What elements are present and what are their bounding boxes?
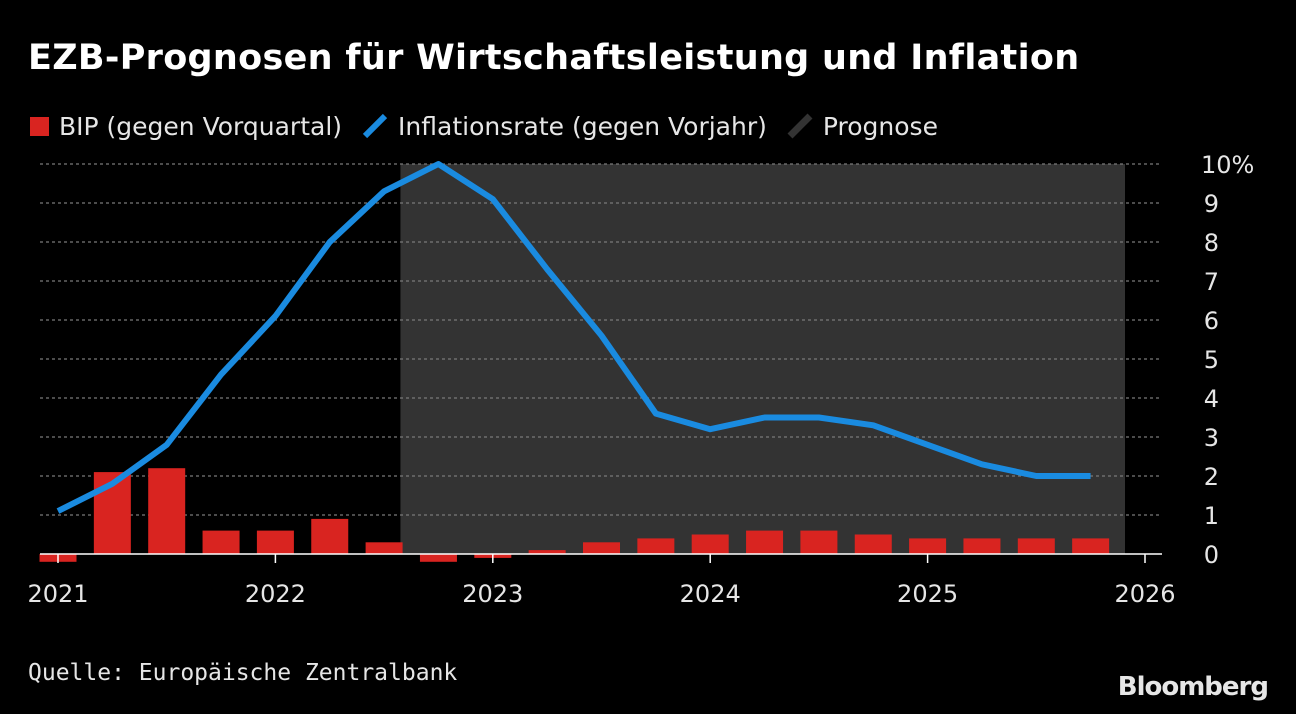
gdp-bar — [256, 530, 294, 554]
gdp-bar — [419, 554, 457, 562]
source-note: Quelle: Europäische Zentralbank — [28, 660, 458, 686]
legend: BIP (gegen Vorquartal) Inflationsrate (g… — [30, 108, 958, 144]
legend-item-forecast: Prognose — [787, 112, 938, 141]
legend-item-inflation: Inflationsrate (gegen Vorjahr) — [362, 112, 767, 141]
legend-swatch-inflation — [362, 113, 388, 139]
gdp-bar — [583, 542, 620, 554]
gdp-bar — [311, 518, 349, 554]
y-tick-label: 3 — [1204, 424, 1219, 452]
y-tick-label: 8 — [1204, 229, 1219, 257]
gdp-bar — [800, 530, 838, 554]
chart-title: EZB-Prognosen für Wirtschaftsleistung un… — [28, 38, 1080, 78]
gdp-bar — [909, 538, 947, 554]
y-tick-label: 10% — [1201, 151, 1254, 179]
y-tick-label: 2 — [1204, 463, 1219, 491]
gdp-bar — [746, 530, 784, 554]
x-tick-label: 2024 — [680, 580, 741, 608]
gdp-bar — [1017, 538, 1055, 554]
legend-item-gdp: BIP (gegen Vorquartal) — [30, 112, 342, 141]
y-tick-label: 0 — [1204, 541, 1219, 569]
bloomberg-logo: Bloomberg — [1117, 672, 1269, 702]
x-tick-label: 2022 — [245, 580, 306, 608]
gdp-bar — [637, 538, 675, 554]
gdp-bar — [691, 534, 729, 554]
gdp-bar — [202, 530, 240, 554]
legend-swatch-forecast — [787, 113, 813, 139]
y-tick-label: 6 — [1204, 307, 1219, 335]
y-tick-label: 4 — [1204, 385, 1219, 413]
legend-label-inflation: Inflationsrate (gegen Vorjahr) — [398, 111, 767, 141]
x-tick-label: 2021 — [27, 580, 88, 608]
gdp-bar — [963, 538, 1001, 554]
gdp-bar — [854, 534, 892, 554]
x-tick-label: 2025 — [897, 580, 958, 608]
y-tick-label: 1 — [1204, 502, 1219, 530]
x-tick-label: 2023 — [462, 580, 523, 608]
legend-label-forecast: Prognose — [822, 111, 938, 141]
gdp-bar — [1072, 538, 1110, 554]
gdp-bar — [148, 468, 186, 554]
gdp-bar — [365, 542, 403, 554]
inflation-line — [56, 161, 1091, 514]
legend-label-gdp: BIP (gegen Vorquartal) — [59, 111, 343, 141]
y-tick-label: 7 — [1204, 268, 1219, 296]
y-tick-label: 9 — [1204, 190, 1219, 218]
x-tick-label: 2026 — [1114, 580, 1175, 608]
y-tick-label: 5 — [1204, 346, 1219, 374]
legend-swatch-gdp — [30, 116, 49, 136]
gdp-bar — [528, 550, 566, 554]
